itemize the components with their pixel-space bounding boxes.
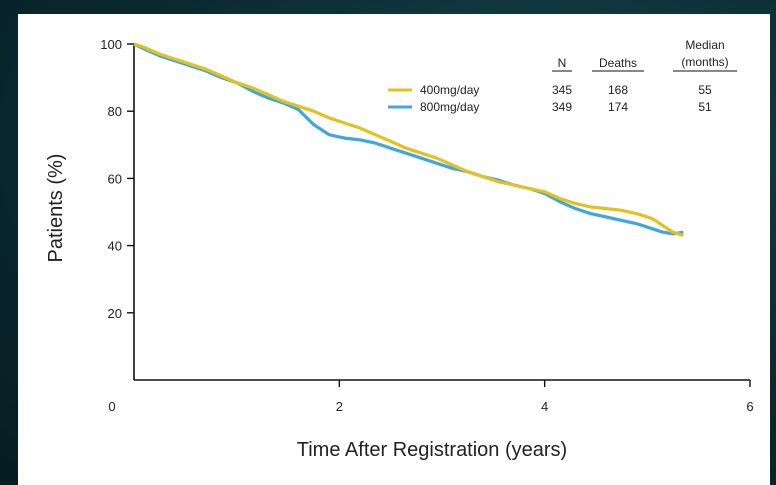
legend-header-median-unit: (months) — [681, 55, 728, 69]
legend: N Deaths Median (months) 400mg/day 345 168 55 80… — [388, 38, 737, 114]
x-tick-label: 6 — [746, 399, 753, 414]
y-axis-title: Patients (%) — [45, 154, 67, 263]
x-tick-label: 0 — [108, 399, 115, 414]
y-tick-label: 80 — [108, 104, 122, 119]
legend-label: 400mg/day — [420, 83, 479, 97]
legend-n-value: 349 — [552, 100, 572, 114]
series-layer — [133, 42, 684, 238]
x-axis-title: Time After Registration (years) — [297, 439, 567, 461]
legend-label: 800mg/day — [420, 100, 479, 114]
axes: 20 40 60 80 100 0 2 4 6 — [100, 37, 753, 414]
legend-header-median: Median — [685, 38, 724, 52]
survival-chart: 20 40 60 80 100 0 2 4 6 N Deaths Median (months) 400… — [45, 37, 754, 461]
legend-deaths-value: 168 — [608, 83, 628, 97]
legend-deaths-value: 174 — [608, 100, 628, 114]
y-tick-label: 100 — [100, 37, 122, 52]
legend-header-n: N — [558, 56, 567, 70]
y-tick-label: 40 — [108, 239, 122, 254]
legend-header-deaths: Deaths — [599, 56, 637, 70]
chart-panel: 20 40 60 80 100 0 2 4 6 N Deaths Median (months) 400… — [18, 14, 770, 485]
y-tick-label: 60 — [108, 171, 122, 186]
legend-median-value: 55 — [698, 83, 712, 97]
y-tick-label: 20 — [108, 306, 122, 321]
legend-median-value: 51 — [698, 100, 712, 114]
x-tick-label: 4 — [541, 399, 548, 414]
x-tick-label: 2 — [336, 399, 343, 414]
legend-n-value: 345 — [552, 83, 572, 97]
series-line-400mg — [133, 42, 684, 238]
